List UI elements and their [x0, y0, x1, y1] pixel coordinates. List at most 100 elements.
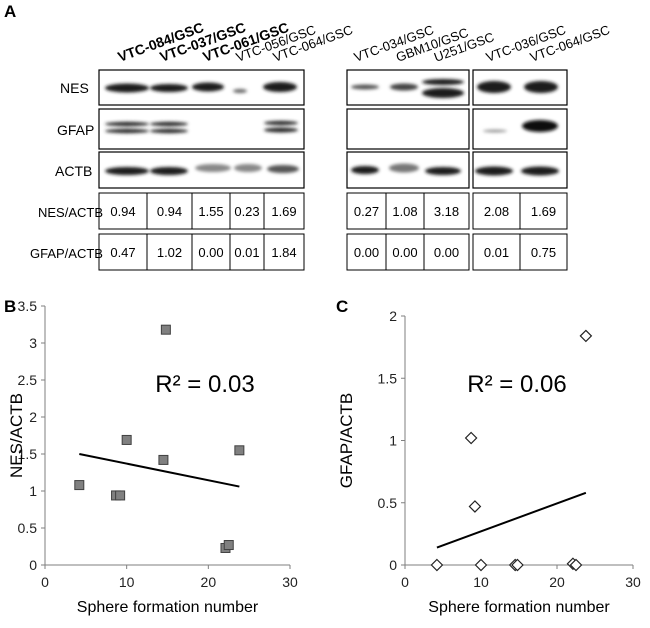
band-actb-9 [475, 166, 513, 176]
band-gfap-10 [522, 120, 558, 132]
band-gfap-5b [264, 127, 298, 133]
band-gfap-9 [483, 129, 507, 133]
y-tick-label: 0 [29, 557, 37, 573]
blot-label-gfap: GFAP [57, 122, 94, 138]
data-point-1 [74, 480, 85, 491]
trendline [79, 453, 240, 488]
data-point-2 [464, 431, 478, 445]
x-axis-label: Sphere formation number [428, 599, 610, 616]
ratio-tables: 0.94 0.94 1.55 0.23 1.69 0.27 1.08 3.18 2.08 1.69… [98, 192, 568, 271]
y-tick-label: 1 [389, 433, 397, 449]
cell-gfap-actb-group3-2: 0.75 [531, 245, 556, 260]
ratio-label-nes-actb: NES/ACTB [38, 205, 103, 220]
cell-gfap-actb-group2-3: 0.00 [434, 245, 459, 260]
data-point-3 [115, 490, 126, 501]
band-actb-2 [150, 167, 188, 175]
table-nes-actb-group1 [98, 192, 305, 230]
band-nes-7 [390, 83, 418, 91]
data-point-9 [234, 445, 245, 456]
cell-nes-actb-group3-2: 1.69 [531, 204, 556, 219]
cell-gfap-actb-group1-5: 1.84 [271, 245, 296, 260]
band-actb-7 [389, 163, 419, 173]
cell-nes-actb-group2-2: 1.08 [392, 204, 417, 219]
band-gfap-2b [150, 128, 188, 134]
y-tick-label: 0.5 [18, 520, 38, 536]
cell-nes-actb-group1-5: 1.69 [271, 204, 296, 219]
x-tick-label: 30 [625, 574, 641, 590]
x-tick-label: 0 [41, 574, 49, 590]
data-point-8 [223, 540, 234, 551]
table-nes-actb-group2 [346, 192, 470, 230]
band-actb-5 [267, 165, 299, 173]
data-point-6 [160, 324, 171, 335]
band-nes-2 [150, 84, 188, 92]
y-tick-label: 3.5 [18, 298, 38, 314]
y-tick-label: 2 [29, 409, 37, 425]
band-actb-1 [105, 167, 149, 175]
x-tick-label: 30 [282, 574, 298, 590]
x-tick-label: 20 [549, 574, 565, 590]
band-actb-6 [351, 166, 379, 174]
r-squared-annotation: R² = 0.06 [467, 371, 566, 398]
cell-gfap-actb-group1-4: 0.01 [234, 245, 259, 260]
lane-labels: VTC-084/GSCVTC-037/GSCVTC-061/GSCVTC-056… [116, 19, 612, 65]
panel-a-label: A [4, 2, 16, 21]
x-axis-label: Sphere formation number [77, 599, 259, 616]
y-tick-label: 1.5 [378, 370, 398, 386]
x-tick-label: 20 [201, 574, 217, 590]
blot-gfap-group2 [346, 108, 470, 150]
data-point-4 [474, 558, 488, 572]
chart-panel-b: B 0 0.5 1 1.5 2 2.5 3 3.5 0 10 20 30 Sphere formation… [4, 297, 298, 616]
band-gfap-1b [105, 128, 149, 134]
cell-nes-actb-group1-3: 1.55 [198, 204, 223, 219]
y-tick-label: 2 [389, 308, 397, 324]
panel-b-label: B [4, 297, 16, 316]
band-actb-4 [234, 164, 262, 172]
blot-label-actb: ACTB [55, 163, 92, 179]
band-nes-1 [105, 83, 149, 93]
band-actb-3 [195, 164, 231, 172]
x-tick-label: 10 [119, 574, 135, 590]
cell-gfap-actb-group1-2: 1.02 [157, 245, 182, 260]
y-tick-label: 0 [389, 557, 397, 573]
cell-nes-actb-group1-2: 0.94 [157, 204, 182, 219]
panel-c-label: C [336, 297, 348, 316]
y-tick-label: 1.5 [18, 446, 38, 462]
cell-gfap-actb-group2-2: 0.00 [392, 245, 417, 260]
band-nes-8b [422, 88, 464, 98]
ratio-label-gfap-actb: GFAP/ACTB [30, 246, 103, 261]
band-gfap-5a [264, 120, 298, 126]
data-point-8 [569, 558, 583, 572]
y-axis-label: NES/ACTB [7, 393, 26, 478]
blot-label-nes: NES [60, 80, 89, 96]
band-nes-8a [422, 79, 464, 85]
band-actb-10 [521, 166, 559, 176]
cell-gfap-actb-group1-3: 0.00 [198, 245, 223, 260]
band-nes-6 [351, 84, 379, 90]
table-gfap-actb-group2 [346, 233, 470, 271]
data-point-5 [158, 454, 169, 465]
cell-nes-actb-group2-3: 3.18 [434, 204, 459, 219]
cell-nes-actb-group3-1: 2.08 [484, 204, 509, 219]
trendline [436, 491, 587, 549]
y-tick-label: 0.5 [378, 495, 398, 511]
y-tick-label: 1 [29, 483, 37, 499]
cell-nes-actb-group2-1: 0.27 [354, 204, 379, 219]
x-tick-label: 0 [401, 574, 409, 590]
band-gfap-2a [150, 121, 188, 127]
data-point-1 [430, 558, 444, 572]
cell-gfap-actb-group2-1: 0.00 [354, 245, 379, 260]
band-actb-8 [425, 167, 461, 175]
band-nes-3 [192, 82, 224, 92]
band-gfap-1a [105, 121, 149, 127]
cell-gfap-actb-group1-1: 0.47 [110, 245, 135, 260]
data-point-3 [468, 500, 482, 513]
data-point-9 [579, 329, 593, 343]
r-squared-annotation: R² = 0.03 [155, 371, 254, 398]
cell-gfap-actb-group3-1: 0.01 [484, 245, 509, 260]
table-gfap-actb-group1 [98, 233, 305, 271]
band-nes-4 [233, 89, 247, 93]
x-tick-label: 10 [473, 574, 489, 590]
